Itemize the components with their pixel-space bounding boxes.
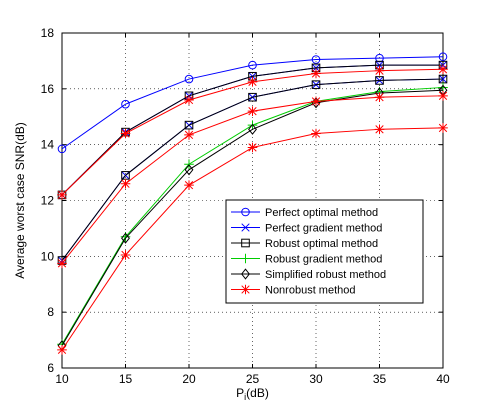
legend-item: Robust gradient method [231,254,382,266]
star-marker [438,91,448,101]
legend-item: Robust optimal method [231,238,378,250]
star-marker [247,106,258,116]
series-line [61,56,444,150]
legend-item: Perfect gradient method [231,223,382,235]
y-tick-label: 6 [47,361,54,375]
star-marker [120,250,131,260]
x-tick-label: 15 [119,372,133,386]
legend-item: Nonrobust method [231,285,356,297]
legend: Perfect optimal method Perfect gradient m… [225,199,424,304]
star-marker [311,68,321,79]
star-marker [184,180,194,190]
legend-item: Simplified robust method [231,268,386,281]
legend-item: Perfect optimal method [231,207,378,219]
legend-label: Perfect gradient method [265,223,382,235]
circle-marker [184,74,194,84]
series-line [61,78,444,261]
circle-marker [241,207,250,217]
star-marker [184,95,194,105]
star-marker [120,178,131,189]
star-marker [184,130,194,140]
star-marker [57,258,67,269]
star-marker [240,284,251,295]
circle-marker [121,99,130,109]
square-marker [311,80,321,89]
y-tick-label: 18 [41,26,55,40]
star-marker [438,123,448,133]
series-line [61,68,444,196]
star-marker [374,65,385,76]
circle-marker [311,55,321,64]
x-tick-label: 20 [182,372,196,386]
x-marker [241,223,250,232]
star-marker [57,345,67,355]
y-tick-label: 10 [41,249,55,263]
square-marker [248,92,257,102]
x-axis-label: Pi(dB) [236,386,269,402]
star-marker [247,77,258,87]
diamond-marker [248,123,257,135]
square-marker [241,238,250,248]
y-tick-label: 12 [41,194,55,208]
x-tick-label: 30 [309,372,323,386]
ticks: 10 15 20 25 30 35 40 6 8 10 12 14 16 18 [41,26,450,386]
legend-label: Simplified robust method [265,269,386,281]
legend-label: Nonrobust method [265,285,356,297]
legend-box [225,199,424,304]
x-tick-label: 25 [246,372,260,386]
x-tick-label: 10 [55,372,69,386]
x-tick-label: 40 [436,372,450,386]
x-tick-label: 35 [373,372,387,386]
star-marker [374,92,385,103]
series-lines [57,52,448,355]
y-axis-label: Average worst case SNR(dB) [13,122,27,279]
y-tick-label: 8 [47,305,54,319]
circle-marker [57,144,67,154]
diamond-marker [241,268,250,280]
y-tick-label: 16 [41,82,55,96]
x-axis-label-main: P [236,386,244,400]
series-1 [57,52,448,154]
legend-label: Perfect optimal method [265,207,378,219]
legend-label: Robust optimal method [265,238,378,250]
square-marker [375,76,384,85]
star-marker [374,124,385,135]
star-marker [311,128,321,139]
star-marker [438,64,448,75]
diamond-marker [121,232,130,244]
legend-label: Robust gradient method [265,254,382,266]
star-marker [57,190,67,200]
circle-marker [438,52,448,62]
square-marker [184,120,194,130]
star-marker [120,128,131,139]
circle-marker [375,53,384,63]
series-6 [57,64,448,355]
circle-marker [248,60,257,70]
star-marker [247,142,258,153]
x-axis-label-unit: (dB) [246,386,269,400]
x-axis-label-subscript: i [244,392,246,402]
y-tick-label: 14 [41,138,55,152]
diamond-marker [184,164,194,176]
star-marker [311,96,321,107]
plus-marker [240,253,251,264]
